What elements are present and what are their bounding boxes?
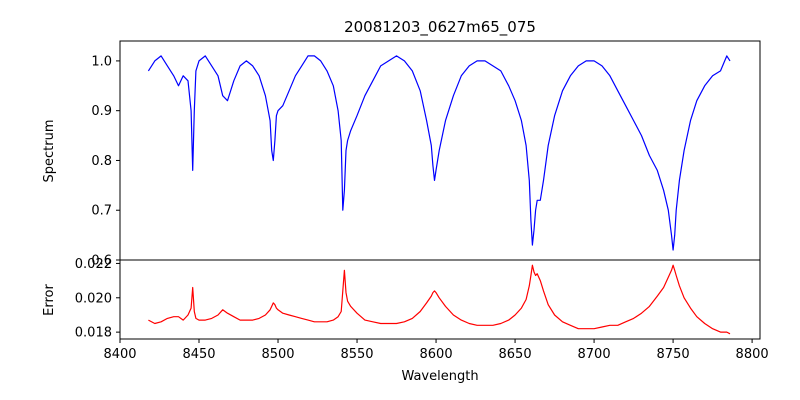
spectrum-y-label: Spectrum	[42, 120, 57, 183]
error-panel: 0.018 0.020 0.022 8400 8450 8500 8550 8600 8650…	[42, 257, 769, 384]
error-x-ticks: 8400 8450 8500 8550 8600 8650 8700 8750 8800	[103, 339, 769, 362]
spectrum-y-tick-label: 0.7	[91, 204, 112, 219]
error-axes-frame	[119, 259, 761, 340]
error-y-tick-label: 0.022	[75, 257, 112, 272]
x-tick-label: 8700	[578, 347, 611, 362]
x-tick-label: 8750	[657, 347, 690, 362]
spectrum-y-ticks: 0.6 0.7 0.8 0.9 1.0	[91, 54, 120, 269]
spectrum-plot-area	[120, 41, 760, 260]
x-tick-label: 8450	[182, 347, 215, 362]
spectrum-series-line	[147, 55, 731, 251]
x-tick-label: 8600	[420, 347, 453, 362]
spectrum-y-tick-label: 0.9	[91, 104, 112, 119]
error-y-tick-label: 0.020	[75, 291, 112, 306]
error-y-ticks: 0.018 0.020 0.022	[75, 257, 120, 341]
x-tick-label: 8800	[736, 347, 769, 362]
spectrum-y-tick-label: 1.0	[91, 54, 112, 69]
x-tick-label: 8500	[261, 347, 294, 362]
spectrum-y-tick-label: 0.8	[91, 154, 112, 169]
error-series-line	[148, 264, 731, 335]
x-tick-label: 8400	[103, 347, 136, 362]
chart-title: 20081203_0627m65_075	[344, 18, 536, 37]
x-tick-label: 8650	[499, 347, 532, 362]
x-axis-label: Wavelength	[401, 369, 478, 384]
spectrum-panel: 0.6 0.7 0.8 0.9 1.0 Spectrum	[42, 40, 761, 269]
error-y-tick-label: 0.018	[75, 326, 112, 341]
x-tick-label: 8550	[340, 347, 373, 362]
error-y-label: Error	[42, 284, 57, 316]
spectrum-y-tick-label: 0.6	[91, 254, 112, 269]
